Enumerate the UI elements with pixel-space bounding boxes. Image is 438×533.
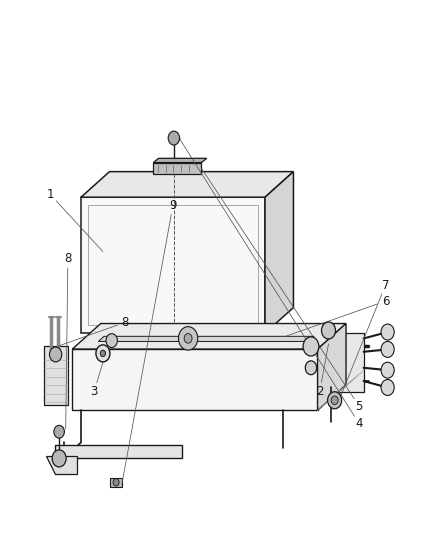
Polygon shape [98, 336, 314, 342]
Circle shape [113, 479, 119, 486]
Text: 4: 4 [355, 417, 363, 430]
Text: 7: 7 [381, 279, 389, 292]
Polygon shape [81, 197, 265, 333]
Circle shape [168, 131, 180, 145]
Polygon shape [55, 445, 182, 458]
Text: 2: 2 [316, 385, 324, 398]
Polygon shape [72, 324, 346, 349]
Circle shape [184, 334, 192, 343]
Circle shape [178, 327, 198, 350]
Polygon shape [110, 478, 122, 487]
Polygon shape [153, 158, 207, 163]
Circle shape [303, 337, 319, 356]
Text: 8: 8 [64, 252, 71, 265]
Text: 3: 3 [91, 385, 98, 398]
Circle shape [305, 361, 317, 375]
Text: 8: 8 [121, 316, 128, 329]
Circle shape [328, 392, 342, 409]
Polygon shape [265, 172, 293, 333]
Polygon shape [46, 456, 77, 474]
Polygon shape [44, 346, 68, 405]
Circle shape [381, 324, 394, 340]
Circle shape [331, 396, 338, 405]
Polygon shape [81, 172, 293, 197]
Polygon shape [72, 349, 318, 410]
Polygon shape [318, 324, 346, 410]
Circle shape [381, 379, 394, 395]
Circle shape [52, 450, 66, 467]
Circle shape [49, 347, 62, 362]
Circle shape [381, 362, 394, 378]
Circle shape [96, 345, 110, 362]
Circle shape [321, 322, 336, 339]
Polygon shape [153, 163, 201, 174]
Circle shape [54, 425, 64, 438]
Text: 1: 1 [46, 188, 54, 201]
Text: 6: 6 [381, 295, 389, 308]
Polygon shape [337, 333, 364, 392]
Text: 5: 5 [356, 400, 363, 413]
Circle shape [381, 341, 394, 357]
Circle shape [106, 334, 117, 348]
Text: 9: 9 [169, 199, 177, 212]
Circle shape [100, 350, 106, 357]
